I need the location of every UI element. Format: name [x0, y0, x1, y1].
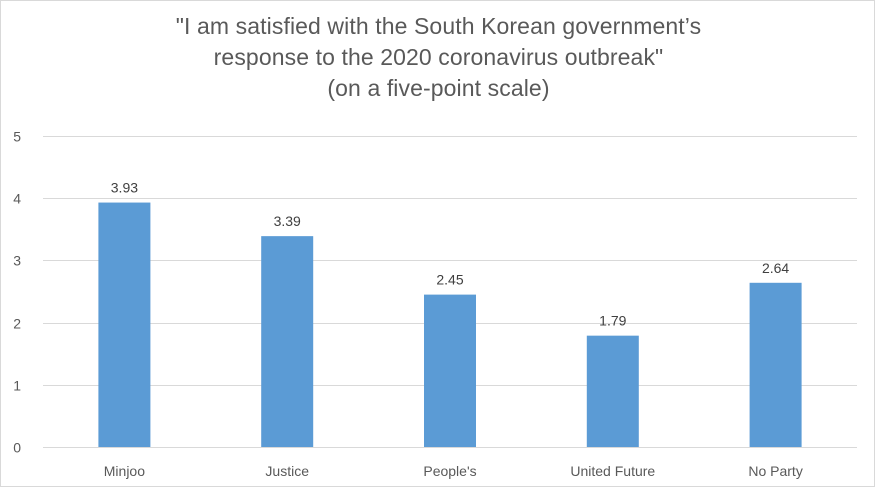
bar: [261, 236, 314, 447]
chart-title: "I am satisfied with the South Korean go…: [1, 11, 876, 104]
bar: [424, 294, 476, 447]
y-tick-label: 5: [13, 129, 21, 145]
gridlines: [43, 136, 857, 448]
x-tick-label: Minjoo: [104, 463, 145, 479]
data-label: 1.79: [599, 313, 626, 329]
data-label: 2.45: [436, 272, 463, 288]
chart-title-line-2: response to the 2020 coronavirus outbrea…: [213, 44, 664, 70]
bar: [749, 282, 802, 447]
y-tick-label: 4: [13, 191, 21, 207]
bar: [586, 335, 639, 447]
data-label: 2.64: [762, 260, 789, 276]
x-tick-label: No Party: [748, 463, 802, 479]
labels: 0 1 2 3 4 5 3.93 Minjoo 3.39 Justice 2.45 People's 1…: [13, 129, 803, 480]
chart-title-line-3: (on a five-point scale): [327, 75, 550, 101]
data-label: 3.39: [274, 213, 301, 229]
chart-title-line-1: "I am satisfied with the South Korean go…: [175, 13, 702, 39]
bars: [98, 202, 802, 447]
bar: [98, 202, 151, 447]
y-tick-label: 1: [13, 378, 21, 394]
data-label: 3.93: [111, 180, 138, 196]
y-tick-label: 0: [13, 440, 21, 456]
x-tick-label: Justice: [265, 463, 309, 479]
y-tick-label: 3: [13, 253, 21, 269]
x-tick-label: People's: [423, 463, 476, 479]
y-tick-label: 2: [13, 316, 21, 332]
x-tick-label: United Future: [570, 463, 655, 479]
